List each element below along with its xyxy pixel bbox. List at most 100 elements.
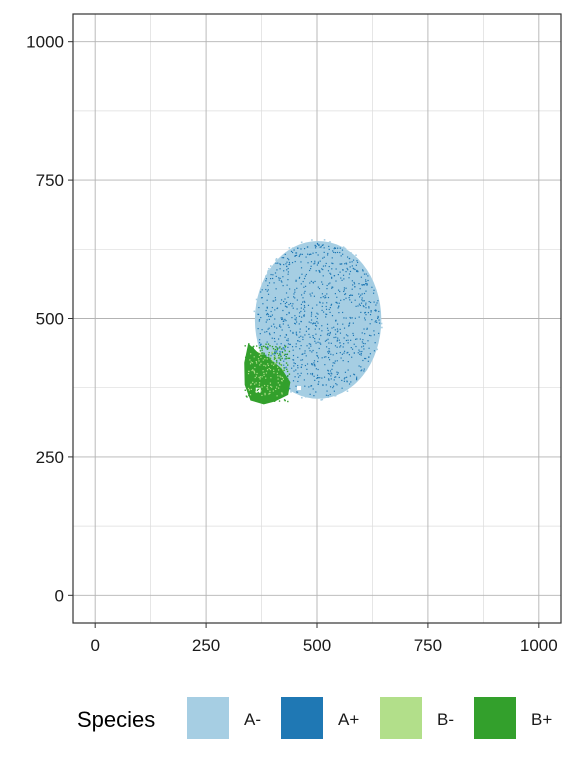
point-a-plus (272, 300, 274, 302)
point-a-plus (327, 329, 329, 332)
point-a-plus (312, 335, 314, 337)
point-a-minus (305, 258, 308, 261)
point-b-plus (268, 354, 270, 356)
point-b-plus (257, 391, 259, 394)
point-a-plus (300, 283, 302, 285)
point-b-plus (272, 388, 274, 391)
point-a-minus (346, 353, 349, 355)
point-b-minus (252, 369, 254, 371)
point-b-minus (258, 360, 260, 362)
point-a-plus (279, 324, 281, 326)
point-a-plus (328, 379, 330, 381)
point-b-minus (265, 372, 268, 374)
point-b-plus (261, 383, 264, 386)
point-a-minus (331, 321, 334, 324)
point-a-minus (257, 332, 259, 335)
point-a-plus (334, 345, 337, 347)
point-b-plus (269, 345, 271, 347)
point-a-plus (319, 301, 321, 303)
point-a-plus (285, 292, 288, 294)
point-a-plus (287, 338, 289, 340)
point-a-plus (316, 312, 318, 314)
point-b-minus (259, 364, 261, 366)
point-a-plus (313, 295, 315, 297)
point-b-plus (283, 389, 286, 392)
point-a-minus (272, 314, 275, 316)
point-a-minus (359, 351, 361, 354)
point-a-plus (346, 376, 348, 378)
point-a-plus (373, 334, 375, 336)
point-a-plus (328, 373, 331, 375)
point-a-plus (367, 279, 369, 282)
point-a-minus (301, 265, 304, 268)
point-a-plus (296, 287, 298, 289)
point-b-plus (248, 391, 251, 394)
point-b-minus (264, 358, 266, 360)
point-a-minus (308, 247, 311, 250)
point-a-minus (334, 342, 337, 344)
point-a-plus (288, 326, 290, 329)
point-a-plus (314, 260, 316, 262)
point-b-minus (276, 395, 278, 397)
point-a-plus (296, 391, 298, 393)
point-a-plus (315, 270, 317, 272)
point-a-plus (364, 319, 366, 321)
point-b-plus (287, 400, 289, 403)
point-b-plus (279, 380, 282, 383)
point-a-minus (282, 348, 285, 351)
point-a-minus (348, 336, 351, 338)
point-a-minus (329, 326, 331, 329)
point-a-plus (349, 375, 352, 377)
point-a-plus (324, 364, 326, 366)
point-a-minus (319, 376, 322, 378)
point-a-minus (373, 329, 375, 331)
point-a-minus (309, 249, 312, 251)
point-b-plus (259, 385, 261, 388)
point-b-minus (255, 375, 257, 377)
point-a-minus (286, 369, 289, 371)
point-a-minus (342, 269, 345, 271)
point-a-plus (371, 286, 373, 288)
point-a-plus (342, 323, 344, 325)
point-a-plus (288, 311, 290, 314)
point-b-minus (268, 367, 270, 370)
point-a-minus (364, 332, 367, 334)
point-a-minus (291, 299, 293, 302)
point-a-plus (336, 251, 339, 254)
point-a-minus (346, 390, 349, 392)
point-a-plus (282, 348, 284, 350)
point-a-minus (316, 299, 318, 301)
point-b-plus (269, 370, 271, 373)
point-b-plus (283, 390, 285, 393)
point-a-plus (321, 377, 323, 379)
point-a-plus (363, 273, 366, 275)
point-a-minus (292, 342, 294, 344)
point-b-plus (267, 373, 270, 376)
point-a-minus (352, 316, 354, 319)
point-a-plus (363, 284, 366, 286)
point-a-minus (311, 319, 314, 322)
point-a-plus (277, 338, 280, 340)
point-a-plus (273, 323, 275, 325)
point-a-plus (282, 318, 284, 320)
point-a-plus (326, 284, 328, 287)
point-a-minus (262, 306, 265, 308)
point-a-plus (320, 343, 322, 345)
point-a-plus (343, 343, 345, 345)
point-a-plus (284, 367, 286, 369)
point-b-plus (250, 397, 253, 399)
point-a-plus (280, 303, 282, 305)
point-a-minus (330, 298, 333, 301)
point-a-plus (331, 368, 333, 370)
point-a-minus (334, 323, 337, 326)
point-b-plus (259, 350, 262, 352)
point-a-plus (356, 270, 358, 273)
point-a-plus (376, 302, 378, 304)
point-a-plus (334, 329, 336, 331)
point-a-minus (271, 300, 274, 302)
point-a-plus (349, 316, 351, 319)
point-a-plus (358, 316, 360, 318)
point-a-plus (347, 339, 349, 341)
point-a-minus (325, 332, 327, 335)
point-a-plus (320, 246, 322, 248)
